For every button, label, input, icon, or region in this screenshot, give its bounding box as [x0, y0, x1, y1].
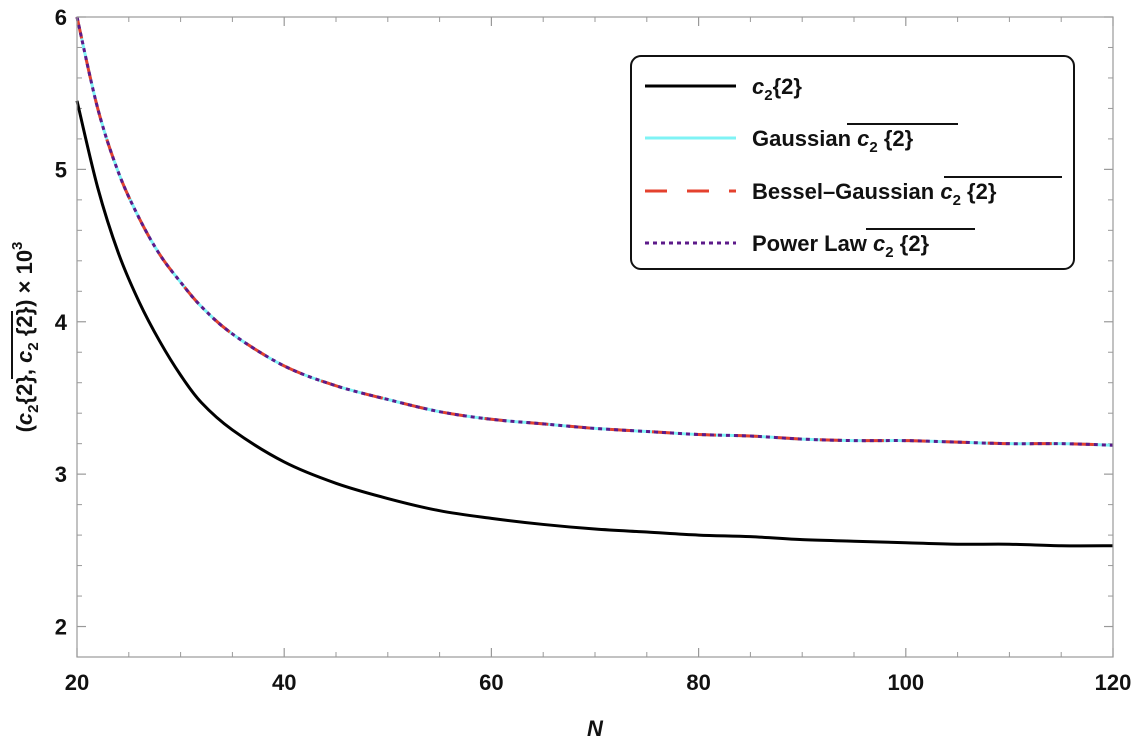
x-tick-label: 80: [686, 670, 710, 695]
plot-frame: [76, 16, 1114, 658]
y-tick-label: 6: [55, 5, 67, 30]
series-line-power: [75, 16, 1114, 447]
y-tick-label: 4: [55, 310, 68, 335]
x-tick-label: 60: [479, 670, 503, 695]
minor-ticks: [77, 17, 1113, 658]
y-tick-label: 2: [55, 615, 67, 640]
x-tick-label: 20: [65, 670, 89, 695]
y-axis-title: (c2{2}, c2 {2}) × 103: [9, 242, 42, 433]
legend-label-bessel: Bessel–Gaussian c2 {2}: [752, 179, 997, 209]
x-tick-label: 100: [887, 670, 924, 695]
y-tick-label: 3: [55, 462, 67, 487]
legend-label-gaussian: Gaussian c2 {2}: [752, 126, 914, 156]
svg-text:(c2{2}, c2 {2}) × 103: (c2{2}, c2 {2}) × 103: [9, 242, 42, 433]
legend-box: [630, 55, 1075, 270]
x-tick-label: 120: [1095, 670, 1132, 695]
legend: c2{2} Gaussian c2 {2} Bessel–Gaussian c2…: [630, 55, 1075, 270]
series-lines: [75, 16, 1114, 548]
legend-label-power: Power Law c2 {2}: [752, 231, 930, 261]
tick-labels: 20 40 60 80 100 120 2 3 4 5 6: [55, 5, 1132, 695]
legend-label-c2: c2{2}: [752, 74, 802, 104]
y-tick-label: 5: [55, 157, 67, 182]
series-line-c2: [75, 100, 1114, 548]
x-tick-label: 40: [272, 670, 296, 695]
x-axis-title: N: [587, 716, 604, 741]
